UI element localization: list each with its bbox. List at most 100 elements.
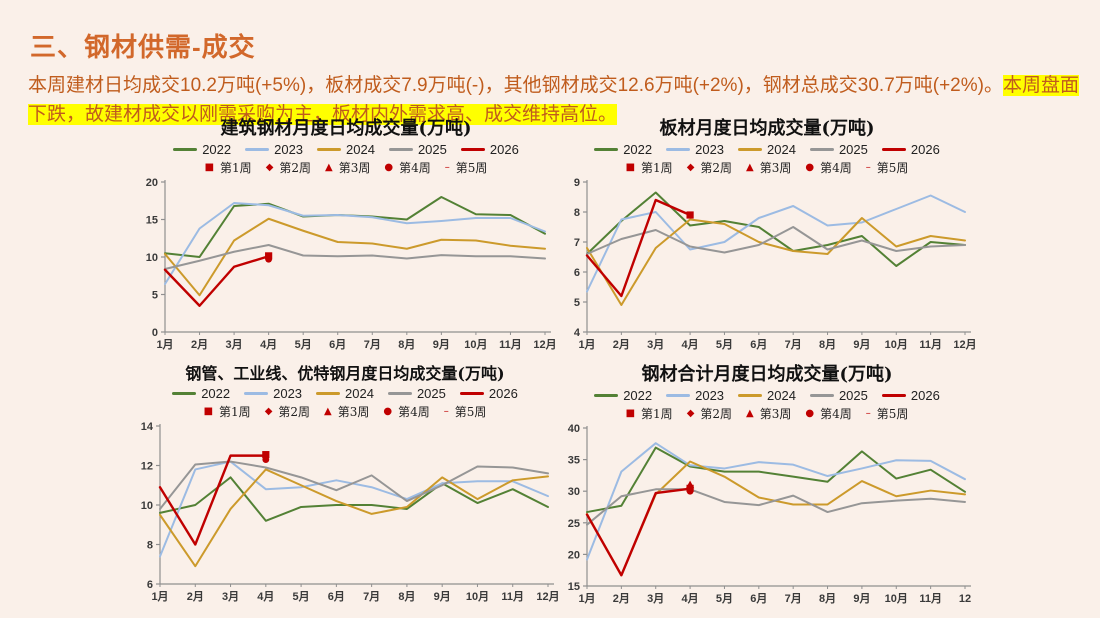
line-swatch-icon xyxy=(881,394,906,397)
svg-text:14: 14 xyxy=(141,421,154,433)
legend-weeks: ■ 第1周 ◆ 第2周 ▲ 第3周 ● 第4周 – 第5周 xyxy=(135,159,557,176)
svg-text:4月: 4月 xyxy=(682,592,699,605)
legend-year-2026: 2026 xyxy=(881,142,940,157)
svg-text:3月: 3月 xyxy=(226,338,243,351)
svg-text:4月: 4月 xyxy=(682,338,699,351)
svg-text:9月: 9月 xyxy=(853,338,870,351)
svg-text:25: 25 xyxy=(568,518,580,530)
svg-text:5: 5 xyxy=(574,297,580,309)
legend-year-2024: 2024 xyxy=(738,142,796,157)
chart-plate-steel: 板材月度日均成交量(万吨) 2022 2023 2024 2025 2026 ■ 第1周 ◆… xyxy=(557,114,977,354)
svg-text:12月: 12月 xyxy=(533,338,556,351)
svg-text:3月: 3月 xyxy=(647,592,664,605)
legend-week-第5周: – 第5周 xyxy=(865,407,909,421)
legend-week-第3周: ▲ 第3周 xyxy=(324,405,370,419)
legend-year-2026: 2026 xyxy=(459,386,518,401)
svg-text:30: 30 xyxy=(568,486,580,498)
svg-text:2月: 2月 xyxy=(191,338,208,351)
legend-week-第4周: ● 第4周 xyxy=(805,161,852,175)
svg-text:1月: 1月 xyxy=(578,338,595,351)
svg-text:6月: 6月 xyxy=(329,338,346,351)
legend-year-2022: 2022 xyxy=(173,142,231,157)
triangle-marker-icon: ▲ xyxy=(324,405,332,417)
svg-text:6月: 6月 xyxy=(750,592,767,605)
svg-text:2月: 2月 xyxy=(613,592,630,605)
svg-text:9: 9 xyxy=(574,177,580,189)
svg-text:4月: 4月 xyxy=(257,590,274,603)
legend-week-第1周: ■ 第1周 xyxy=(203,405,251,419)
svg-text:2月: 2月 xyxy=(613,338,630,351)
svg-text:8月: 8月 xyxy=(819,592,836,605)
line-swatch-icon xyxy=(388,148,413,151)
circle-marker-icon: ● xyxy=(383,405,393,417)
svg-text:3月: 3月 xyxy=(222,590,239,603)
triangle-marker-icon: ▲ xyxy=(746,407,754,419)
legend-week-第2周: ◆ 第2周 xyxy=(265,161,312,175)
diamond-marker-icon: ◆ xyxy=(686,161,695,173)
svg-text:8月: 8月 xyxy=(398,338,415,351)
svg-text:8: 8 xyxy=(147,540,153,552)
legend-weeks: ■ 第1周 ◆ 第2周 ▲ 第3周 ● 第4周 – 第5周 xyxy=(130,403,560,420)
svg-text:1月: 1月 xyxy=(156,338,173,351)
summary-segment-plain: 本周建材日均成交10.2万吨(+5%)，板材成交7.9万吨(-)，其他钢材成交1… xyxy=(28,75,1003,96)
svg-text:5月: 5月 xyxy=(293,590,310,603)
line-swatch-icon xyxy=(738,394,763,397)
svg-text:8月: 8月 xyxy=(398,590,415,603)
svg-text:11月: 11月 xyxy=(919,592,942,605)
line-swatch-icon xyxy=(738,148,763,151)
svg-text:11月: 11月 xyxy=(919,338,942,351)
svg-text:12月: 12月 xyxy=(536,590,559,603)
chart-construction-steel: 建筑钢材月度日均成交量(万吨) 2022 2023 2024 2025 2026 ■ 第1… xyxy=(135,114,557,354)
legend-year-2025: 2025 xyxy=(809,142,868,157)
dash-marker-icon: – xyxy=(865,407,871,419)
svg-text:5月: 5月 xyxy=(295,338,312,351)
line-swatch-icon xyxy=(245,148,270,151)
svg-text:6: 6 xyxy=(574,267,580,279)
svg-text:9月: 9月 xyxy=(433,338,450,351)
svg-text:7月: 7月 xyxy=(364,338,381,351)
summary-text: 本周建材日均成交10.2万吨(+5%)，板材成交7.9万吨(-)，其他钢材成交1… xyxy=(28,71,1080,129)
svg-text:4: 4 xyxy=(574,327,581,339)
legend-week-第5周: – 第5周 xyxy=(444,161,488,175)
legend-week-第5周: – 第5周 xyxy=(443,405,487,419)
diamond-marker-icon: ◆ xyxy=(265,161,274,173)
line-plot: 6 8 10 12 14 1月 2月 3月 4月 5月 6月 7月 8月 9月 10月 11月 12月 xyxy=(141,421,560,603)
line-swatch-icon xyxy=(317,148,342,151)
legend-years: 2022 2023 2024 2025 2026 xyxy=(557,388,977,403)
legend-year-2023: 2023 xyxy=(245,142,303,157)
svg-text:10月: 10月 xyxy=(885,338,908,351)
chart-title: 板材月度日均成交量(万吨) xyxy=(659,118,875,139)
line-swatch-icon xyxy=(460,148,485,151)
triangle-marker-icon: ▲ xyxy=(746,161,754,173)
legend-year-2026: 2026 xyxy=(460,142,519,157)
legend-week-第4周: ● 第4周 xyxy=(383,405,430,419)
svg-text:2月: 2月 xyxy=(187,590,204,603)
chart-title: 钢管、工业线、优特钢月度日均成交量(万吨) xyxy=(185,364,505,383)
svg-text:4月: 4月 xyxy=(260,338,277,351)
svg-text:10月: 10月 xyxy=(464,338,487,351)
svg-text:10: 10 xyxy=(141,500,153,512)
line-swatch-icon xyxy=(666,148,691,151)
square-marker-icon: ■ xyxy=(625,161,636,173)
svg-text:9月: 9月 xyxy=(434,590,451,603)
svg-text:6月: 6月 xyxy=(750,338,767,351)
legend-weeks: ■ 第1周 ◆ 第2周 ▲ 第3周 ● 第4周 – 第5周 xyxy=(557,159,977,176)
svg-text:10月: 10月 xyxy=(885,592,908,605)
svg-text:5月: 5月 xyxy=(716,338,733,351)
legend-years: 2022 2023 2024 2025 2026 xyxy=(135,142,557,157)
svg-text:5: 5 xyxy=(152,290,158,302)
square-marker-icon: ■ xyxy=(203,405,214,417)
legend-years: 2022 2023 2024 2025 2026 xyxy=(557,142,977,157)
legend-year-2024: 2024 xyxy=(738,388,796,403)
svg-text:1月: 1月 xyxy=(578,592,595,605)
legend-year-2025: 2025 xyxy=(388,142,447,157)
svg-text:12: 12 xyxy=(141,461,153,473)
diamond-marker-icon: ◆ xyxy=(264,405,273,417)
legend-year-2022: 2022 xyxy=(172,386,230,401)
legend-years: 2022 2023 2024 2025 2026 xyxy=(130,386,560,401)
legend-week-第2周: ◆ 第2周 xyxy=(686,161,733,175)
line-swatch-icon xyxy=(666,394,691,397)
diamond-marker-icon: ◆ xyxy=(686,407,695,419)
line-swatch-icon xyxy=(173,148,198,151)
legend-year-2023: 2023 xyxy=(244,386,302,401)
